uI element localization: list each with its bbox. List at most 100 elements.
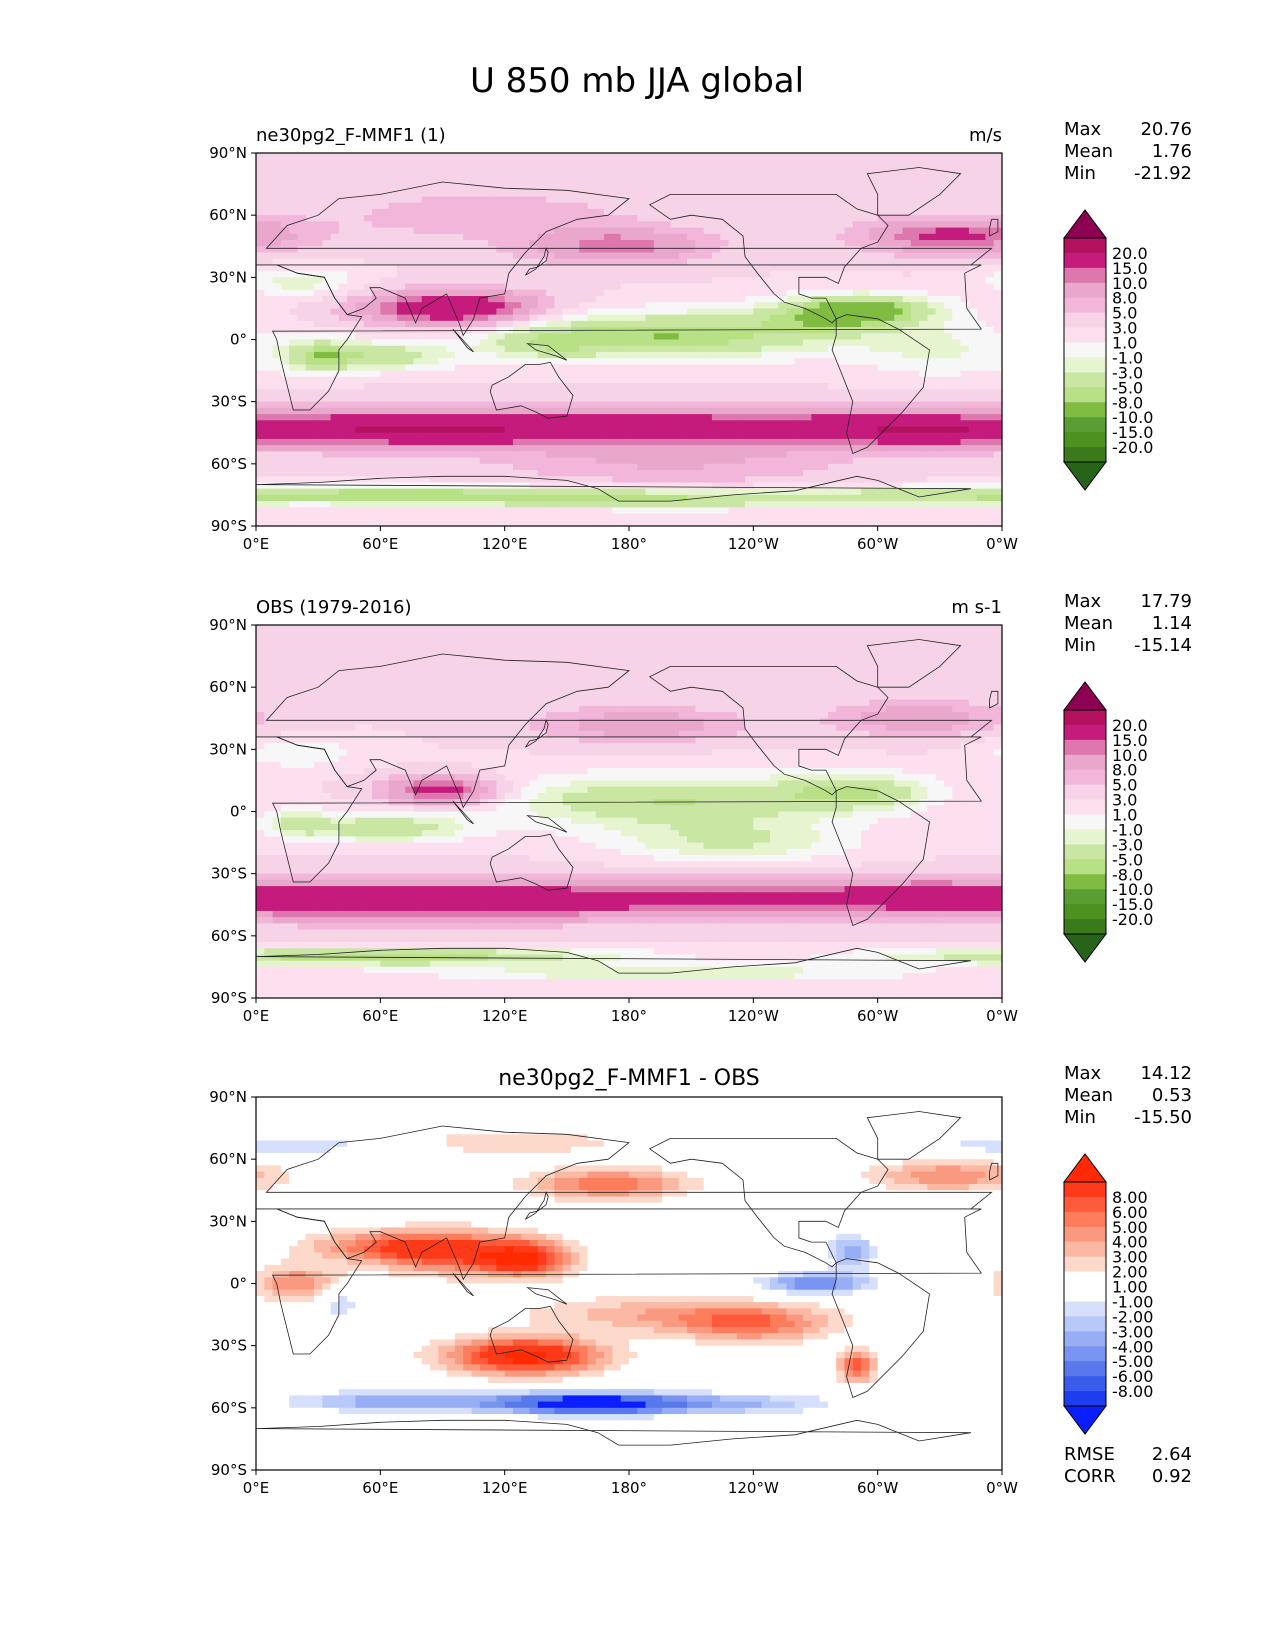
field-cell xyxy=(687,184,696,191)
field-cell xyxy=(521,358,531,365)
field-cell xyxy=(612,159,622,167)
field-cell xyxy=(703,445,713,452)
field-cell xyxy=(471,221,481,229)
field-cell xyxy=(927,401,937,409)
field-cell xyxy=(305,395,315,403)
field-cell xyxy=(720,302,730,310)
field-cell xyxy=(894,165,904,173)
field-cell xyxy=(289,401,299,409)
field-cell xyxy=(264,153,274,160)
field-cell xyxy=(314,159,323,167)
field-cell xyxy=(662,364,672,372)
field-cell xyxy=(388,208,398,216)
field-cell xyxy=(819,295,829,303)
field-cell xyxy=(836,401,846,409)
field-cell xyxy=(396,221,406,229)
field-cell xyxy=(446,463,456,471)
field-cell xyxy=(919,327,928,334)
field-cell xyxy=(977,482,987,490)
field-cell xyxy=(803,277,812,285)
field-cell xyxy=(794,320,804,328)
field-cell xyxy=(562,208,572,216)
field-cell xyxy=(819,395,829,403)
field-cell xyxy=(769,302,779,310)
field-cell xyxy=(322,246,332,254)
field-cell xyxy=(372,252,381,260)
field-cell xyxy=(736,295,746,303)
field-cell xyxy=(720,295,730,303)
field-cell xyxy=(687,339,696,347)
field-cell xyxy=(977,295,987,303)
field-cell xyxy=(570,215,580,222)
field-cell xyxy=(861,401,870,409)
field-cell xyxy=(554,271,564,278)
field-cell xyxy=(496,221,506,229)
field-cell xyxy=(927,202,937,210)
field-cell xyxy=(736,370,746,378)
field-cell xyxy=(446,358,456,365)
field-cell xyxy=(372,277,381,285)
field-cell xyxy=(438,494,448,502)
field-cell xyxy=(968,463,978,471)
field-cell xyxy=(330,401,340,409)
field-cell xyxy=(637,271,647,278)
field-cell xyxy=(612,289,622,297)
field-cell xyxy=(861,482,870,490)
field-cell xyxy=(653,184,663,191)
field-cell xyxy=(869,358,879,365)
field-cell xyxy=(653,264,663,272)
field-cell xyxy=(819,432,829,440)
field-cell xyxy=(919,277,928,285)
field-cell xyxy=(396,177,406,185)
field-cell xyxy=(720,383,730,390)
field-cell xyxy=(902,302,912,310)
field-cell xyxy=(778,426,788,434)
field-cell xyxy=(570,438,580,446)
field-cell xyxy=(629,302,638,310)
field-cell xyxy=(637,438,647,446)
field-cell xyxy=(703,395,713,403)
field-cell xyxy=(910,463,920,471)
field-cell xyxy=(794,339,804,347)
field-cell xyxy=(587,302,597,310)
field-cell xyxy=(653,420,663,428)
field-cell xyxy=(695,240,705,247)
field-cell xyxy=(512,370,522,378)
field-cell xyxy=(844,308,854,316)
field-cell xyxy=(678,420,688,428)
field-cell xyxy=(952,420,962,428)
field-cell xyxy=(546,184,555,191)
field-cell xyxy=(861,252,870,260)
field-cell xyxy=(769,289,779,297)
field-cell xyxy=(421,457,431,465)
field-cell xyxy=(620,252,630,260)
field-cell xyxy=(512,383,522,390)
field-cell xyxy=(902,457,912,465)
field-cell xyxy=(753,345,763,353)
field-cell xyxy=(537,208,547,216)
field-cell xyxy=(330,308,340,316)
field-cell xyxy=(935,295,945,303)
field-cell xyxy=(471,395,481,403)
field-cell xyxy=(347,308,357,316)
field-cell xyxy=(960,171,970,179)
field-cell xyxy=(529,258,539,266)
field-cell xyxy=(314,414,323,421)
field-cell xyxy=(687,376,696,384)
field-cell xyxy=(703,345,713,353)
field-cell xyxy=(280,308,290,316)
field-cell xyxy=(803,252,812,260)
field-cell xyxy=(280,376,290,384)
field-cell xyxy=(380,389,390,397)
field-cell xyxy=(479,476,489,484)
field-cell xyxy=(587,320,597,328)
field-cell xyxy=(471,264,481,272)
field-cell xyxy=(554,432,564,440)
field-cell xyxy=(272,494,282,502)
field-cell xyxy=(720,208,730,216)
field-cell xyxy=(662,215,672,222)
field-cell xyxy=(413,258,423,266)
field-cell xyxy=(562,389,572,397)
field-cell xyxy=(396,159,406,167)
field-cell xyxy=(736,159,746,167)
